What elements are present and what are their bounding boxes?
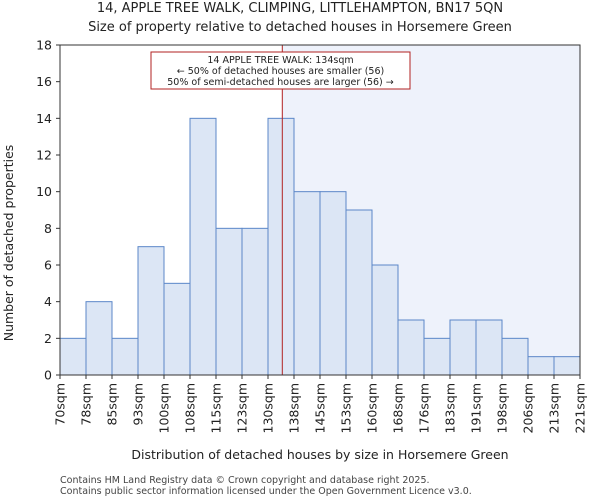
footer-line-2: Contains public sector information licen… bbox=[60, 486, 472, 497]
bar bbox=[345, 209, 373, 376]
y-tick-label: 14 bbox=[36, 111, 52, 126]
x-tick-label: 123sqm bbox=[235, 383, 250, 433]
bar bbox=[423, 337, 451, 376]
annotation-line-3: 50% of semi-detached houses are larger (… bbox=[167, 77, 394, 88]
x-tick-label: 100sqm bbox=[157, 383, 172, 433]
y-tick-label: 4 bbox=[44, 294, 52, 309]
bar bbox=[241, 227, 269, 376]
y-tick-label: 8 bbox=[44, 221, 52, 236]
bar bbox=[397, 319, 425, 376]
x-tick-label: 70sqm bbox=[53, 383, 68, 426]
x-tick-label: 108sqm bbox=[183, 383, 198, 433]
bars bbox=[59, 117, 581, 376]
y-axis-label: Number of detached properties bbox=[1, 145, 16, 342]
bar bbox=[449, 319, 477, 376]
bar bbox=[215, 227, 243, 376]
x-tick-label: 130sqm bbox=[261, 383, 276, 433]
bar bbox=[137, 246, 165, 376]
bar bbox=[111, 337, 139, 376]
x-tick-label: 160sqm bbox=[365, 383, 380, 433]
x-tick-label: 206sqm bbox=[521, 383, 536, 433]
bar bbox=[319, 191, 347, 376]
bar bbox=[293, 191, 321, 376]
y-tick-label: 0 bbox=[44, 368, 52, 383]
x-tick-label: 93sqm bbox=[131, 383, 146, 426]
x-tick-label: 138sqm bbox=[287, 383, 302, 433]
x-tick-label: 213sqm bbox=[547, 383, 562, 433]
y-tick-label: 18 bbox=[36, 38, 52, 53]
bar bbox=[527, 356, 555, 376]
bar bbox=[85, 301, 113, 376]
x-tick-label: 145sqm bbox=[313, 383, 328, 433]
chart-subtitle: Size of property relative to detached ho… bbox=[88, 20, 512, 35]
bar bbox=[163, 282, 191, 376]
annotation-line-2: ← 50% of detached houses are smaller (56… bbox=[177, 66, 384, 77]
x-axis-label: Distribution of detached houses by size … bbox=[131, 447, 508, 462]
x-axis: 70sqm 78sqm 85sqm 93sqm 100sqm 108sqm 115sqm 12… bbox=[53, 375, 588, 433]
x-tick-label: 191sqm bbox=[469, 383, 484, 433]
bar bbox=[371, 264, 399, 376]
y-tick-label: 10 bbox=[36, 184, 52, 199]
chart-title: 14, APPLE TREE WALK, CLIMPING, LITTLEHAM… bbox=[97, 1, 503, 16]
x-tick-label: 78sqm bbox=[79, 383, 94, 426]
y-tick-label: 12 bbox=[36, 148, 52, 163]
bar bbox=[267, 117, 295, 376]
x-tick-label: 183sqm bbox=[443, 383, 458, 433]
bar bbox=[59, 337, 87, 376]
x-tick-label: 221sqm bbox=[573, 383, 588, 433]
bar bbox=[553, 356, 581, 376]
x-tick-label: 153sqm bbox=[339, 383, 354, 433]
y-tick-label: 2 bbox=[44, 331, 52, 346]
bar bbox=[189, 117, 217, 376]
x-tick-label: 85sqm bbox=[105, 383, 120, 426]
footer-line-1: Contains HM Land Registry data © Crown c… bbox=[60, 475, 430, 486]
annotation-line-1: 14 APPLE TREE WALK: 134sqm bbox=[207, 55, 353, 66]
x-tick-label: 115sqm bbox=[209, 383, 224, 433]
y-tick-label: 6 bbox=[44, 258, 52, 273]
annotation-box: 14 APPLE TREE WALK: 134sqm ← 50% of deta… bbox=[150, 51, 411, 90]
bar bbox=[475, 319, 503, 376]
x-tick-label: 176sqm bbox=[417, 383, 432, 433]
x-tick-label: 198sqm bbox=[495, 383, 510, 433]
x-tick-label: 168sqm bbox=[391, 383, 406, 433]
y-tick-label: 16 bbox=[36, 74, 52, 89]
bar bbox=[501, 337, 529, 376]
